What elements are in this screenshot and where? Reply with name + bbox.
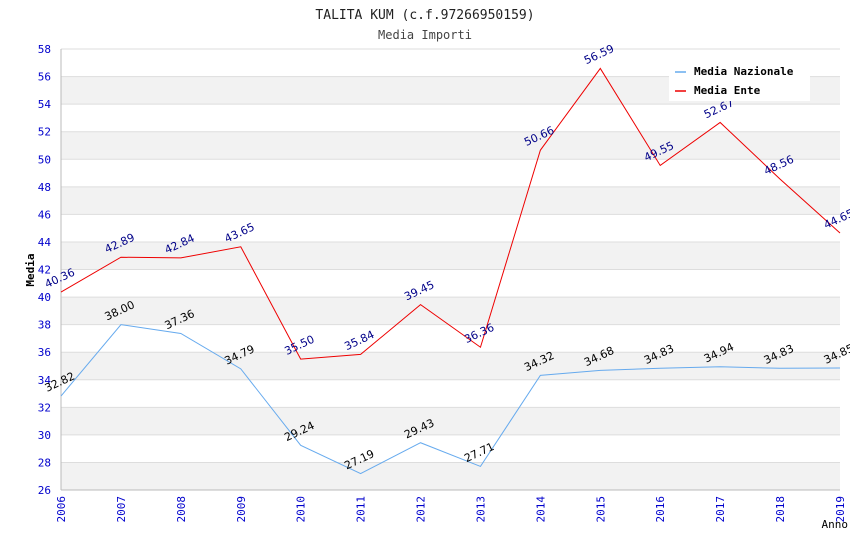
x-tick-label: 2018	[774, 496, 787, 523]
y-tick-label: 58	[38, 43, 51, 56]
data-label: 27.71	[462, 440, 496, 465]
chart-subtitle: Media Importi	[378, 28, 472, 42]
y-tick-label: 34	[38, 374, 52, 387]
y-tick-label: 38	[38, 319, 51, 332]
x-tick-label: 2009	[235, 496, 248, 523]
legend: Media Nazionale Media Ente	[669, 59, 810, 101]
x-tick-label: 2011	[355, 496, 368, 523]
x-tick-label: 2013	[474, 496, 487, 523]
x-tick-label: 2015	[594, 496, 607, 523]
y-tick-label: 26	[38, 484, 51, 497]
y-tick-label: 50	[38, 153, 51, 166]
x-tick-labels: 2006 2007 2008 2009 2010 2011 2012 2013 2014 2015…	[55, 496, 847, 523]
grid-lines	[60, 48, 840, 491]
data-label: 56.59	[582, 42, 616, 67]
x-tick-label: 2010	[295, 496, 308, 523]
plot-band	[61, 131, 840, 160]
y-tick-label: 54	[38, 98, 52, 111]
x-tick-label: 2014	[534, 496, 547, 523]
y-tick-label: 52	[38, 126, 51, 139]
y-tick-label: 40	[38, 291, 51, 304]
x-tick-label: 2007	[115, 496, 128, 523]
y-tick-label: 28	[38, 456, 51, 469]
plot-band	[61, 407, 840, 435]
data-label: 35.84	[342, 328, 376, 353]
y-tick-label: 36	[38, 346, 51, 359]
y-tick-label: 56	[38, 71, 51, 84]
x-tick-label: 2017	[714, 496, 727, 523]
y-tick-label: 42	[38, 264, 51, 277]
series-line-media-ente	[60, 67, 841, 360]
y-tick-labels: 26 28 30 32 34 36 38 40 42 44 46 48 50 52 54 56 58	[38, 43, 52, 497]
chart-title: TALITA KUM (c.f.97266950159)	[315, 8, 534, 23]
plot-band	[61, 297, 840, 325]
plot-band	[61, 186, 840, 215]
legend-label-media-nazionale: Media Nazionale	[694, 65, 794, 78]
x-tick-label: 2016	[654, 496, 667, 523]
plot-band	[61, 352, 840, 380]
legend-label-media-ente: Media Ente	[694, 84, 761, 97]
plot-band	[61, 462, 840, 490]
x-tick-label: 2008	[175, 496, 188, 523]
x-axis-label: Anno	[822, 518, 849, 531]
y-axis-label: Media	[24, 253, 37, 286]
legend-box	[669, 59, 810, 101]
x-tick-label: 2012	[415, 496, 428, 523]
y-tick-label: 46	[38, 208, 51, 221]
y-tick-label: 44	[38, 236, 52, 249]
y-tick-label: 30	[38, 429, 51, 442]
plot-bands	[61, 76, 840, 490]
x-tick-label: 2019	[834, 496, 847, 523]
series-line-media-nazionale	[60, 324, 841, 475]
x-tick-label: 2006	[55, 496, 68, 523]
y-tick-label: 32	[38, 401, 51, 414]
series-lines	[60, 67, 841, 475]
y-tick-label: 48	[38, 181, 51, 194]
